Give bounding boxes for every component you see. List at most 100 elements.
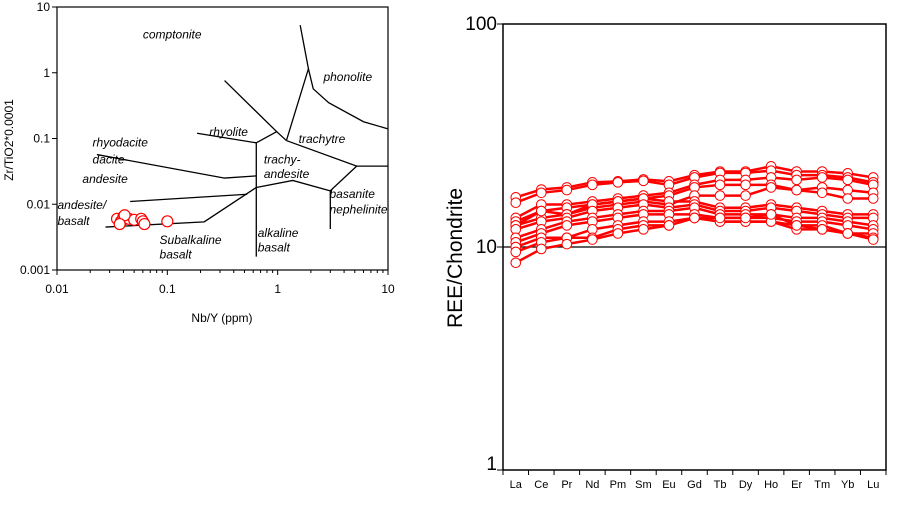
data-point [689, 212, 700, 224]
data-point [510, 236, 522, 248]
x-tick-label: Dy [739, 479, 753, 491]
x-tick-label: 0.1 [159, 282, 176, 296]
data-point [663, 190, 675, 201]
data-point [765, 161, 777, 172]
series-line [515, 186, 874, 227]
series-line [515, 216, 874, 254]
field-label: rhyodacite [93, 136, 149, 150]
data-point [561, 216, 573, 227]
data-point [867, 220, 879, 231]
data-point [689, 190, 700, 201]
data-point [638, 209, 649, 220]
data-point [587, 212, 598, 224]
data-point [689, 179, 700, 191]
data-point [765, 202, 777, 214]
data-point [765, 182, 777, 193]
data-point [816, 220, 828, 231]
data-point [561, 238, 573, 250]
data-point [561, 220, 573, 231]
data-point [663, 205, 675, 217]
data-point [816, 182, 828, 193]
data-point [612, 202, 624, 214]
x-tick-label: Pr [561, 479, 572, 491]
data-point [740, 174, 751, 186]
boundary-line [224, 80, 278, 133]
data-point [714, 216, 726, 227]
data-point [740, 202, 751, 214]
data-point [816, 224, 828, 235]
data-point [510, 224, 522, 235]
data-point [740, 209, 751, 220]
data-point [791, 205, 802, 217]
data-point [663, 176, 675, 187]
data-point [612, 209, 624, 220]
data-point [536, 187, 547, 199]
data-point [536, 243, 547, 255]
data-point [740, 167, 751, 179]
data-point [587, 179, 598, 191]
data-point [867, 234, 879, 245]
data-point [510, 192, 522, 203]
data-point [867, 172, 879, 183]
x-tick-label: La [510, 479, 523, 491]
data-point [536, 236, 547, 248]
data-point [663, 209, 675, 220]
data-point [816, 205, 828, 217]
data-point [689, 199, 700, 210]
data-point [867, 228, 879, 239]
data-point [561, 209, 573, 220]
data-point [740, 212, 751, 224]
data-point [638, 216, 649, 227]
data-point [816, 166, 828, 177]
series-line [515, 176, 874, 220]
data-point [765, 212, 777, 224]
data-point [867, 209, 879, 220]
data-point [714, 205, 726, 217]
field-label: andesite [264, 167, 310, 181]
data-point [638, 190, 649, 201]
data-point [842, 212, 854, 224]
x-tick-label: Eu [662, 479, 675, 491]
field-label: Subalkaline [160, 233, 222, 247]
data-point [536, 199, 547, 210]
data-point [765, 209, 777, 220]
y-tick-label: 0.001 [20, 263, 50, 277]
data-point [638, 199, 649, 210]
x-tick-label: Yb [841, 479, 854, 491]
data-point [867, 212, 879, 224]
field-label: trachy- [264, 152, 301, 166]
data-point [791, 220, 802, 231]
data-point [612, 212, 624, 224]
x-tick-label: Er [791, 479, 802, 491]
data-point [714, 212, 726, 224]
data-point [561, 232, 573, 244]
boundary-line [256, 179, 331, 192]
field-label: rhyolite [209, 125, 248, 139]
data-point [587, 205, 598, 217]
series-line [515, 169, 874, 204]
data-point [536, 216, 547, 227]
data-point [816, 209, 828, 220]
data-point [612, 224, 624, 235]
x-tick-label: Lu [867, 479, 879, 491]
data-point [842, 216, 854, 227]
data-point [816, 187, 828, 199]
boundary-line [96, 153, 257, 179]
data-point [714, 166, 726, 177]
data-point [791, 224, 802, 235]
series-line [515, 197, 874, 227]
data-point [587, 202, 598, 214]
data-point [587, 199, 598, 210]
x-tick-label: Sm [635, 479, 652, 491]
sample-point [113, 217, 126, 231]
data-point [536, 232, 547, 244]
data-point [561, 182, 573, 193]
data-point [663, 196, 675, 207]
data-point [510, 257, 522, 269]
data-point [816, 212, 828, 224]
x-axis-label: Nb/Y (ppm) [191, 311, 252, 325]
data-point [842, 209, 854, 220]
field-label: alkaline [258, 226, 299, 240]
data-point [536, 205, 547, 217]
series-line [515, 183, 874, 223]
